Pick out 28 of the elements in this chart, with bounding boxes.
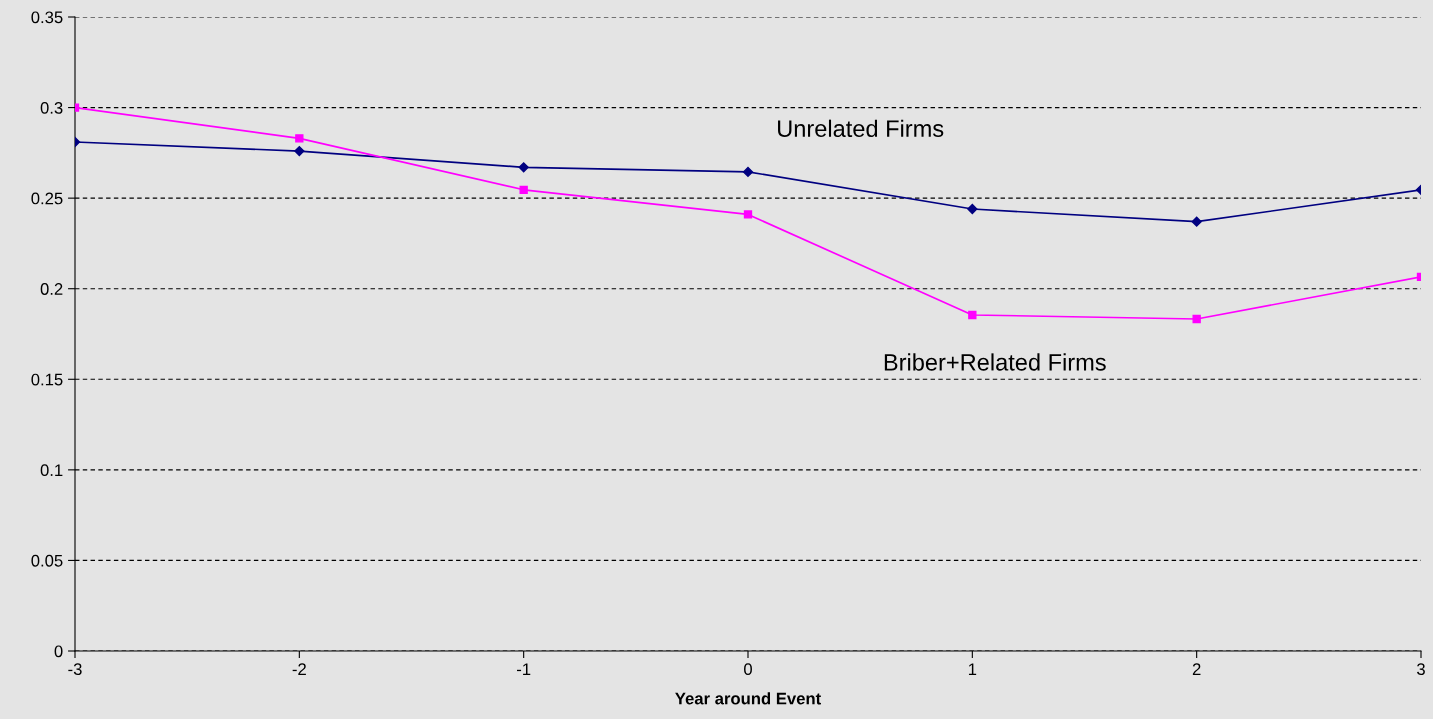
point (967, 203, 978, 215)
series-label: Unrelated Firms (778, 119, 944, 138)
point (743, 210, 753, 219)
series-label: Briber+Related Firms (884, 353, 1106, 371)
x-tick-label: -2 (292, 663, 306, 675)
x-tick-label: 1 (968, 663, 977, 675)
x-tick-label: 3 (1417, 663, 1425, 676)
y-tick-label: 0.1 (40, 464, 63, 477)
y-tick-label: 0.3 (40, 101, 63, 114)
x-axis-title: Year around Event (675, 692, 821, 705)
point (968, 310, 977, 320)
y-tick-label: 0.25 (31, 192, 63, 205)
point (294, 145, 305, 157)
point (1192, 314, 1201, 324)
x-tick-label: 0 (744, 663, 752, 676)
x-tick-label: -1 (517, 663, 531, 675)
y-tick-label: 0.2 (40, 283, 63, 295)
point (742, 166, 754, 177)
y-tick-label: 0 (54, 645, 63, 658)
y-tick-label: 0.05 (31, 554, 63, 567)
y-tick-label: 0.35 (31, 11, 63, 24)
x-tick-label: 2 (1192, 663, 1201, 675)
point (519, 185, 528, 194)
x-tick-label: -3 (68, 663, 82, 676)
point (1191, 216, 1202, 227)
point (295, 134, 304, 143)
y-tick-label: 0.15 (31, 373, 63, 386)
point (518, 162, 529, 173)
